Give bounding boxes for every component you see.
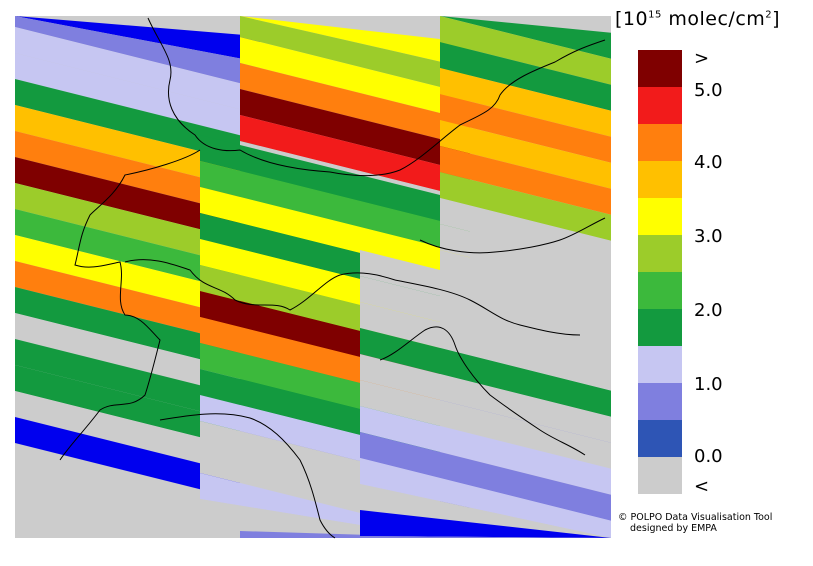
strip-cell-4-11 [360, 536, 611, 538]
strip-cell-4-1 [360, 276, 611, 365]
strip-cell-4-0 [360, 250, 611, 339]
legend-tick-2: 2.0 [694, 300, 723, 321]
legend-tick-5: 5.0 [694, 80, 723, 101]
strip-cell-3-6 [440, 146, 611, 215]
strip-cell-0-1 [15, 16, 260, 89]
strip-cell-3-9 [440, 224, 611, 293]
strip-cell-1-3 [240, 63, 470, 147]
strip-cell-0-14 [15, 339, 260, 427]
credit-line-1: © POLPO Data Visualisation Tool [618, 512, 773, 523]
strip-cell-0-13 [15, 313, 260, 401]
strip-cell-0-7 [15, 157, 260, 245]
strip-cell-3-8 [440, 198, 611, 267]
strip-cell-1-4 [240, 89, 470, 173]
coastline [379, 326, 586, 456]
country-borders [59, 17, 606, 539]
strip-cell-4-5 [360, 380, 611, 469]
strip-cell-0-12 [15, 287, 260, 375]
strip-cell-2-0 [200, 135, 440, 221]
legend-tick-1: 1.0 [694, 374, 723, 395]
border-line-4 [394, 279, 581, 336]
strip-cell-4-4 [360, 354, 611, 443]
strip-cell-0-4 [15, 79, 260, 167]
strip-cell-3-4 [440, 94, 611, 163]
border-line-2 [59, 149, 201, 461]
legend-tick-0: 0.0 [694, 446, 723, 467]
coastline-west [159, 413, 336, 539]
credit-line-2: designed by EMPA [630, 523, 717, 534]
legend-tick-4: 4.0 [694, 152, 723, 173]
strip-cell-4-9 [360, 484, 611, 538]
legend-tick-gt: > [694, 48, 710, 69]
legend-tick-3: 3.0 [694, 226, 723, 247]
strip-cell-3-10 [440, 250, 611, 319]
strip-cell-0-5 [15, 105, 260, 193]
border-line-3 [124, 259, 396, 311]
strip-cell-4-3 [360, 328, 611, 417]
strip-cell-4-6 [360, 406, 611, 495]
strip-cell-4-8 [360, 458, 611, 538]
strip-cell-2-2 [200, 187, 440, 273]
strip-cell-0-11 [15, 261, 260, 349]
legend-tick-lt: < [694, 476, 710, 497]
strip-cell-0-6 [15, 131, 260, 219]
strip-cell-2-1 [200, 161, 440, 247]
strip-cell-0-9 [15, 209, 260, 297]
strip-cell-0-2 [15, 27, 260, 115]
strip-cell-3-5 [440, 120, 611, 189]
strip-cell-0-8 [15, 183, 260, 271]
strip-cell-3-7 [440, 172, 611, 241]
strip-cell-0-16 [15, 391, 260, 479]
strip-cell-3-3 [440, 68, 611, 137]
border-line-1 [147, 17, 606, 177]
satellite-strips [15, 16, 611, 538]
strip-cell-3-2 [440, 42, 611, 111]
strip-cell-1-1 [240, 16, 470, 95]
strip-cell-4-10 [360, 510, 611, 538]
strip-cell-4-7 [360, 432, 611, 521]
strip-cell-3-1 [440, 16, 611, 85]
credit-text: © POLPO Data Visualisation Tool designed… [618, 512, 772, 534]
strip-cell-0-15 [15, 365, 260, 453]
border-line-5 [419, 217, 606, 254]
strip-cell-0-10 [15, 235, 260, 323]
strip-cell-1-5 [240, 115, 470, 199]
strip-cell-4-2 [360, 302, 611, 391]
strip-cell-0-3 [15, 53, 260, 141]
strip-cell-1-2 [240, 37, 470, 121]
legend-unit-label: [1015 molec/cm2] [615, 8, 781, 30]
